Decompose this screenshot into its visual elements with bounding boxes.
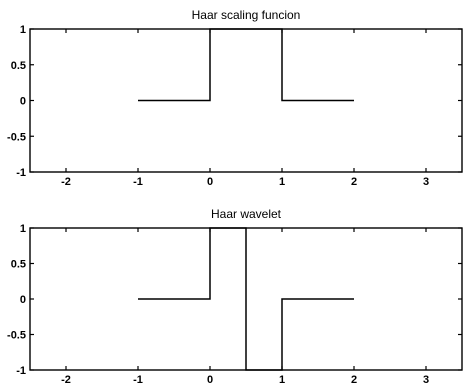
y-tick-label: 0.5 [11,60,26,72]
y-tick-label: -0.5 [7,330,26,342]
x-tick-label: -2 [61,176,71,188]
y-tick-label: 1 [20,24,26,36]
x-tick-label: 1 [279,176,285,188]
series-line [138,28,354,102]
axes-box [29,28,463,173]
x-tick-label: -2 [61,374,71,386]
y-tick-label: 0 [20,294,26,306]
y-tick-label: -1 [16,167,26,179]
x-tick-label: 0 [207,176,213,188]
x-tick-label: 2 [351,176,357,188]
x-tick-label: 2 [351,374,357,386]
x-tick-label: -1 [133,374,143,386]
x-tick-label: 1 [279,374,285,386]
chart-title: Haar wavelet [211,207,282,221]
chart-haar-scaling-function: Haar scaling funcion -2 -1 0 1 2 3 1 0.5 0 -0.5 -1 [7,8,463,188]
y-tick-label: -1 [16,365,26,377]
x-tick-label: 3 [423,176,429,188]
y-tick-label: 0 [20,96,26,108]
y-tick-label: 0.5 [11,259,26,271]
x-tick-label: 0 [207,374,213,386]
series-line [138,227,354,371]
chart-haar-wavelet: Haar wavelet -2 -1 0 1 2 3 1 0.5 0 -0.5 -1 [7,207,463,386]
x-tick-label: 3 [423,374,429,386]
chart-title: Haar scaling funcion [192,8,301,22]
y-tick-label: 1 [20,223,26,235]
x-tick-label: -1 [133,176,143,188]
y-tick-label: -0.5 [7,131,26,143]
